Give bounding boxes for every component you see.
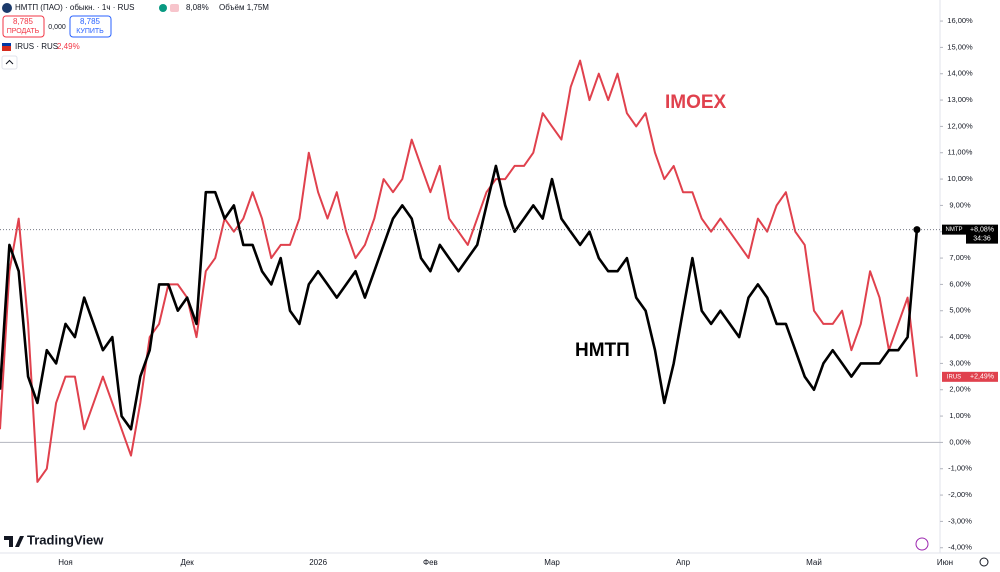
badge-countdown: 34:36 <box>973 235 991 242</box>
sell-button[interactable] <box>2 15 45 38</box>
collapse-button[interactable] <box>1 55 18 70</box>
y-tick-label: 16,00% <box>947 16 973 25</box>
price-badge <box>966 224 998 244</box>
y-tick-label: -2,00% <box>948 490 972 499</box>
market-status[interactable] <box>159 4 167 12</box>
badge-ticker: NMTP <box>946 227 963 233</box>
x-tick-label: Май <box>806 558 822 567</box>
symbol-icon <box>2 3 12 13</box>
logo-icon <box>4 536 24 547</box>
spread: 0,000 <box>48 24 66 31</box>
y-tick-label: 9,00% <box>949 200 971 209</box>
series-annotation: IMOEX <box>665 92 727 113</box>
x-tick-label: Апр <box>676 558 691 567</box>
y-tick-label: 12,00% <box>947 121 973 130</box>
y-tick-label: 15,00% <box>947 42 973 51</box>
y-tick-label: 13,00% <box>947 95 973 104</box>
compare-change: 2,49% <box>57 42 80 51</box>
badge-ticker: IRUS <box>947 374 961 380</box>
y-tick-label: 5,00% <box>949 306 971 315</box>
x-tick-label: Дек <box>180 558 194 567</box>
y-tick-label: -4,00% <box>948 543 972 552</box>
x-tick-label: Фев <box>423 558 438 567</box>
x-tick-label: 2026 <box>309 558 327 567</box>
y-tick-label: 6,00% <box>949 279 971 288</box>
y-tick-label: 10,00% <box>947 174 973 183</box>
y-tick-label: 3,00% <box>949 358 971 367</box>
flag-icon <box>170 4 179 12</box>
y-tick-label: 11,00% <box>948 148 973 157</box>
compare-symbol: IRUS · RUS <box>15 42 58 51</box>
y-tick-label: -3,00% <box>948 516 972 525</box>
y-tick-label: 1,00% <box>949 411 971 420</box>
y-tick-label: -1,00% <box>948 464 972 473</box>
y-tick-label: 7,00% <box>949 253 971 262</box>
logo: TradingView <box>27 532 104 547</box>
price-badge <box>942 224 966 235</box>
y-tick-label: 4,00% <box>949 332 971 341</box>
buy-button[interactable] <box>69 15 112 38</box>
x-tick-label: Ноя <box>58 558 73 567</box>
settings-icon[interactable] <box>979 557 989 567</box>
badge-value: +2,49% <box>970 374 994 381</box>
x-tick-label: Мар <box>544 558 560 567</box>
flag-icon <box>2 43 11 46</box>
sell-price: 8,785 <box>13 17 34 26</box>
change: 8,08% <box>186 3 209 12</box>
price-badge <box>966 371 998 382</box>
y-tick-label: 0,00% <box>949 437 971 446</box>
sell-label: ПРОДАТЬ <box>7 28 40 35</box>
series-line <box>0 164 919 431</box>
symbol: НМТП (ПАО) · обыкн. · 1ч · RUS <box>15 3 135 12</box>
last-point <box>913 226 921 234</box>
x-tick-label: Июн <box>937 558 953 567</box>
buy-price: 8,785 <box>80 17 101 26</box>
plot <box>0 59 940 483</box>
flag-icon <box>2 43 11 51</box>
series-annotation: НМТП <box>575 340 630 361</box>
collapse-icon <box>5 59 14 65</box>
y-tick-label: 14,00% <box>947 69 973 78</box>
volume: Объём 1,75M <box>219 3 269 12</box>
badge-value: +8,08% <box>970 226 994 233</box>
price-badge <box>942 371 966 382</box>
buy-label: КУПИТЬ <box>76 28 104 35</box>
alert-icon[interactable] <box>915 537 929 551</box>
y-tick-label: 2,00% <box>949 385 971 394</box>
